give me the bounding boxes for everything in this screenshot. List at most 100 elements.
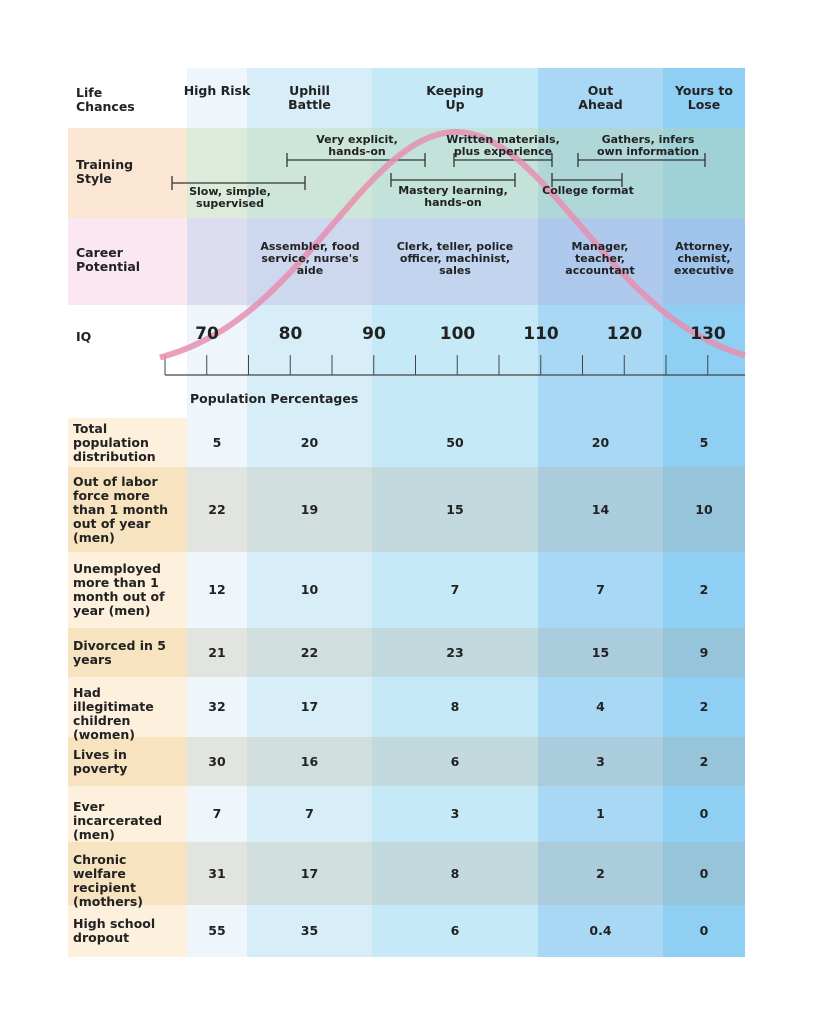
cell: 5: [699, 434, 709, 450]
iq-label-bg: [68, 305, 187, 418]
cell: 14: [591, 501, 610, 517]
cell: 23: [446, 644, 464, 660]
iq-tick-label: 90: [362, 324, 386, 344]
cell: 17: [300, 865, 319, 881]
column-bg: [247, 68, 372, 957]
cell: 8: [450, 865, 460, 881]
column-bg: [538, 68, 663, 957]
training-bg: [187, 128, 745, 218]
cell: 32: [208, 699, 226, 714]
row-label: Lives in poverty: [73, 746, 128, 776]
row-label: Had illegitimate children (women): [73, 685, 154, 742]
cell: 2: [596, 865, 605, 881]
iq-tick-label: 70: [195, 324, 219, 344]
iq-tick-label: 110: [523, 324, 559, 344]
career-item: Clerk, teller, police officer, machinist…: [396, 240, 514, 277]
iq-label: IQ: [76, 329, 92, 344]
training-item: Written materials, plus experience: [446, 133, 560, 158]
cell: 12: [208, 582, 226, 597]
cell: 16: [300, 753, 319, 769]
cell: 31: [208, 865, 226, 881]
career-item: Attorney, chemist, executive: [673, 240, 735, 277]
career-label-bg: [68, 218, 187, 305]
row-label: Divorced in 5 years: [73, 637, 166, 667]
cell: 6: [450, 923, 460, 938]
cell: 0.4: [589, 923, 612, 938]
header-label-bg: [68, 68, 187, 128]
cell: 8: [450, 699, 460, 714]
career-item: Manager, teacher, accountant: [565, 240, 635, 277]
row-band: [187, 467, 745, 552]
row-band-label: [68, 467, 187, 552]
cell: 0: [699, 923, 709, 938]
cell: 2: [699, 582, 709, 597]
cell: 10: [300, 582, 319, 597]
cell: 9: [699, 644, 709, 660]
training-item: Very explicit, hands-on: [316, 133, 398, 158]
row-band: [187, 737, 745, 786]
cell: 10: [695, 501, 713, 517]
cell: 22: [208, 501, 226, 517]
training-item: College format: [542, 184, 634, 197]
population-percentages: Population Percentages: [190, 391, 359, 406]
row-band: [187, 842, 745, 905]
cell: 20: [300, 434, 319, 450]
column-header: Uphill Battle: [288, 83, 331, 112]
row-band-label: [68, 842, 187, 905]
cell: 4: [596, 699, 605, 714]
cell: 0: [699, 806, 709, 821]
cell: 55: [208, 923, 226, 938]
row-label: Ever incarcerated (men): [73, 799, 163, 842]
row-label: Out of labor force more than 1 month out…: [73, 473, 168, 545]
cell: 50: [446, 434, 464, 450]
cell: 7: [212, 806, 222, 821]
iq-tick-label: 130: [690, 324, 726, 344]
row-label: Unemployed more than 1 month out of year…: [73, 561, 165, 618]
cell: 30: [208, 753, 226, 769]
cell: 2: [699, 699, 709, 714]
training-label: Training Style: [76, 157, 134, 186]
cell: 20: [591, 434, 610, 450]
cell: 0: [699, 865, 709, 881]
cell: 3: [450, 806, 460, 821]
iq-tick-label: 80: [278, 324, 303, 344]
cell: 21: [208, 644, 226, 660]
column-bg: [187, 68, 247, 957]
column-header: Keeping Up: [426, 83, 484, 112]
cell: 19: [300, 501, 319, 517]
row-band: [187, 628, 745, 677]
career-label: Career Potential: [76, 245, 141, 274]
career-item: Assembler, food service, nurse's aide: [260, 240, 360, 277]
cell: 22: [300, 644, 319, 660]
row-label: Chronic welfare recipient (mothers): [73, 851, 143, 909]
cell: 6: [450, 753, 460, 769]
cell: 7: [596, 582, 605, 597]
cell: 35: [300, 923, 319, 938]
training-item: Gathers, infers own information: [596, 133, 700, 158]
column-bg: [372, 68, 538, 957]
header-label: Life Chances: [76, 85, 135, 114]
cell: 15: [591, 644, 610, 660]
cell: 7: [450, 582, 460, 597]
column-header: High Risk: [183, 83, 251, 98]
cell: 15: [446, 501, 464, 517]
training-item: Slow, simple, supervised: [189, 185, 271, 210]
training-label-bg: [68, 128, 187, 218]
cell: 1: [596, 806, 605, 821]
iq-tick-label: 100: [439, 324, 476, 344]
cell: 7: [305, 806, 314, 821]
bell-curve: [159, 129, 746, 361]
cell: 5: [212, 434, 222, 450]
column-header: Yours to Lose: [675, 83, 733, 112]
row-label: High school dropout: [73, 916, 156, 945]
career-bg: [187, 218, 745, 305]
cell: 3: [596, 753, 605, 769]
cell: 17: [300, 699, 319, 714]
column-bg: [663, 68, 745, 957]
column-header: Out Ahead: [578, 83, 623, 112]
iq-tick-label: 120: [606, 324, 643, 344]
row-label: Total population distribution: [73, 420, 156, 464]
cell: 2: [699, 753, 709, 769]
